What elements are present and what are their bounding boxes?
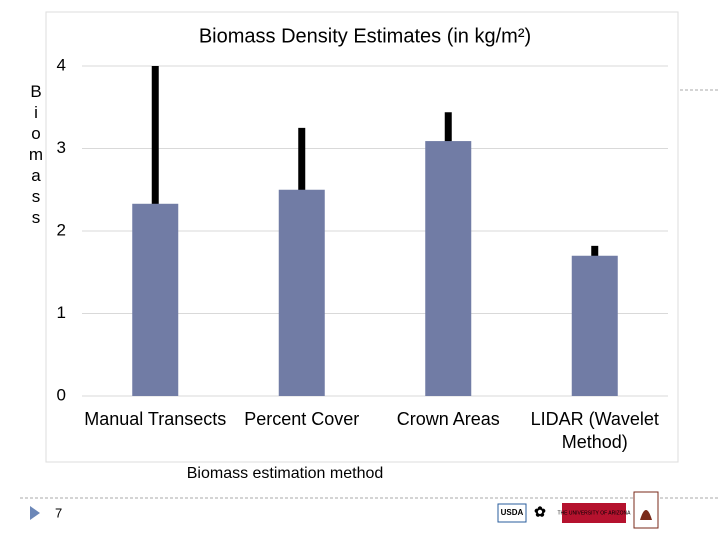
bar: [278, 189, 325, 396]
x-tick-label: Crown Areas: [396, 409, 500, 429]
bar: [132, 203, 179, 396]
bar: [425, 141, 472, 396]
logo-mark: [640, 510, 652, 520]
slide-marker: [30, 506, 40, 520]
logo: [497, 503, 527, 523]
bar: [571, 255, 618, 396]
x-tick-label: LIDAR (Wavelet Method): [530, 409, 659, 452]
y-tick-label: 1: [57, 303, 66, 322]
y-tick-label: 2: [57, 220, 66, 239]
chart-frame: [45, 11, 679, 463]
y-tick-label: 0: [57, 385, 66, 404]
chart-title: Biomass Density Estimates (in kg/m²): [199, 25, 531, 47]
logo-text: USDA: [501, 508, 524, 517]
logo-mark: ✿: [534, 504, 546, 520]
y-tick-label: 4: [57, 55, 66, 74]
x-axis-label: Biomass estimation method: [187, 465, 384, 482]
x-tick-label: Percent Cover: [244, 409, 360, 429]
y-tick-label: 3: [57, 138, 66, 157]
slide-number: 7: [55, 505, 62, 520]
plot-area: [151, 66, 599, 345]
logo: [562, 503, 626, 523]
x-tick-label: Manual Transects: [84, 409, 227, 429]
logo-text: THE UNIVERSITY OF ARIZONA: [558, 510, 632, 516]
y-axis-label: Biomass: [27, 82, 46, 229]
